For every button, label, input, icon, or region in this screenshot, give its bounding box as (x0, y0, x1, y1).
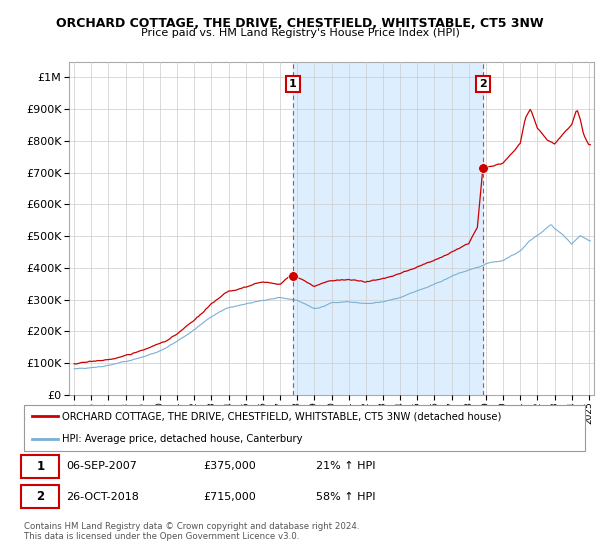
Text: 1: 1 (289, 79, 297, 89)
Text: This data is licensed under the Open Government Licence v3.0.: This data is licensed under the Open Gov… (24, 532, 299, 541)
FancyBboxPatch shape (21, 485, 59, 508)
Text: 21% ↑ HPI: 21% ↑ HPI (316, 461, 375, 472)
Text: HPI: Average price, detached house, Canterbury: HPI: Average price, detached house, Cant… (62, 435, 302, 444)
Text: 06-SEP-2007: 06-SEP-2007 (66, 461, 137, 472)
Text: Contains HM Land Registry data © Crown copyright and database right 2024.: Contains HM Land Registry data © Crown c… (24, 522, 359, 531)
FancyBboxPatch shape (21, 455, 59, 478)
Text: 1: 1 (36, 460, 44, 473)
Text: 58% ↑ HPI: 58% ↑ HPI (316, 492, 375, 502)
Text: £375,000: £375,000 (203, 461, 256, 472)
Bar (293, 62, 483, 395)
Text: ORCHARD COTTAGE, THE DRIVE, CHESTFIELD, WHITSTABLE, CT5 3NW (detached house): ORCHARD COTTAGE, THE DRIVE, CHESTFIELD, … (62, 412, 502, 421)
Text: Price paid vs. HM Land Registry's House Price Index (HPI): Price paid vs. HM Land Registry's House … (140, 28, 460, 38)
Text: 2: 2 (36, 490, 44, 503)
Text: 2: 2 (479, 79, 487, 89)
Text: ORCHARD COTTAGE, THE DRIVE, CHESTFIELD, WHITSTABLE, CT5 3NW: ORCHARD COTTAGE, THE DRIVE, CHESTFIELD, … (56, 17, 544, 30)
Text: £715,000: £715,000 (203, 492, 256, 502)
Text: 26-OCT-2018: 26-OCT-2018 (66, 492, 139, 502)
